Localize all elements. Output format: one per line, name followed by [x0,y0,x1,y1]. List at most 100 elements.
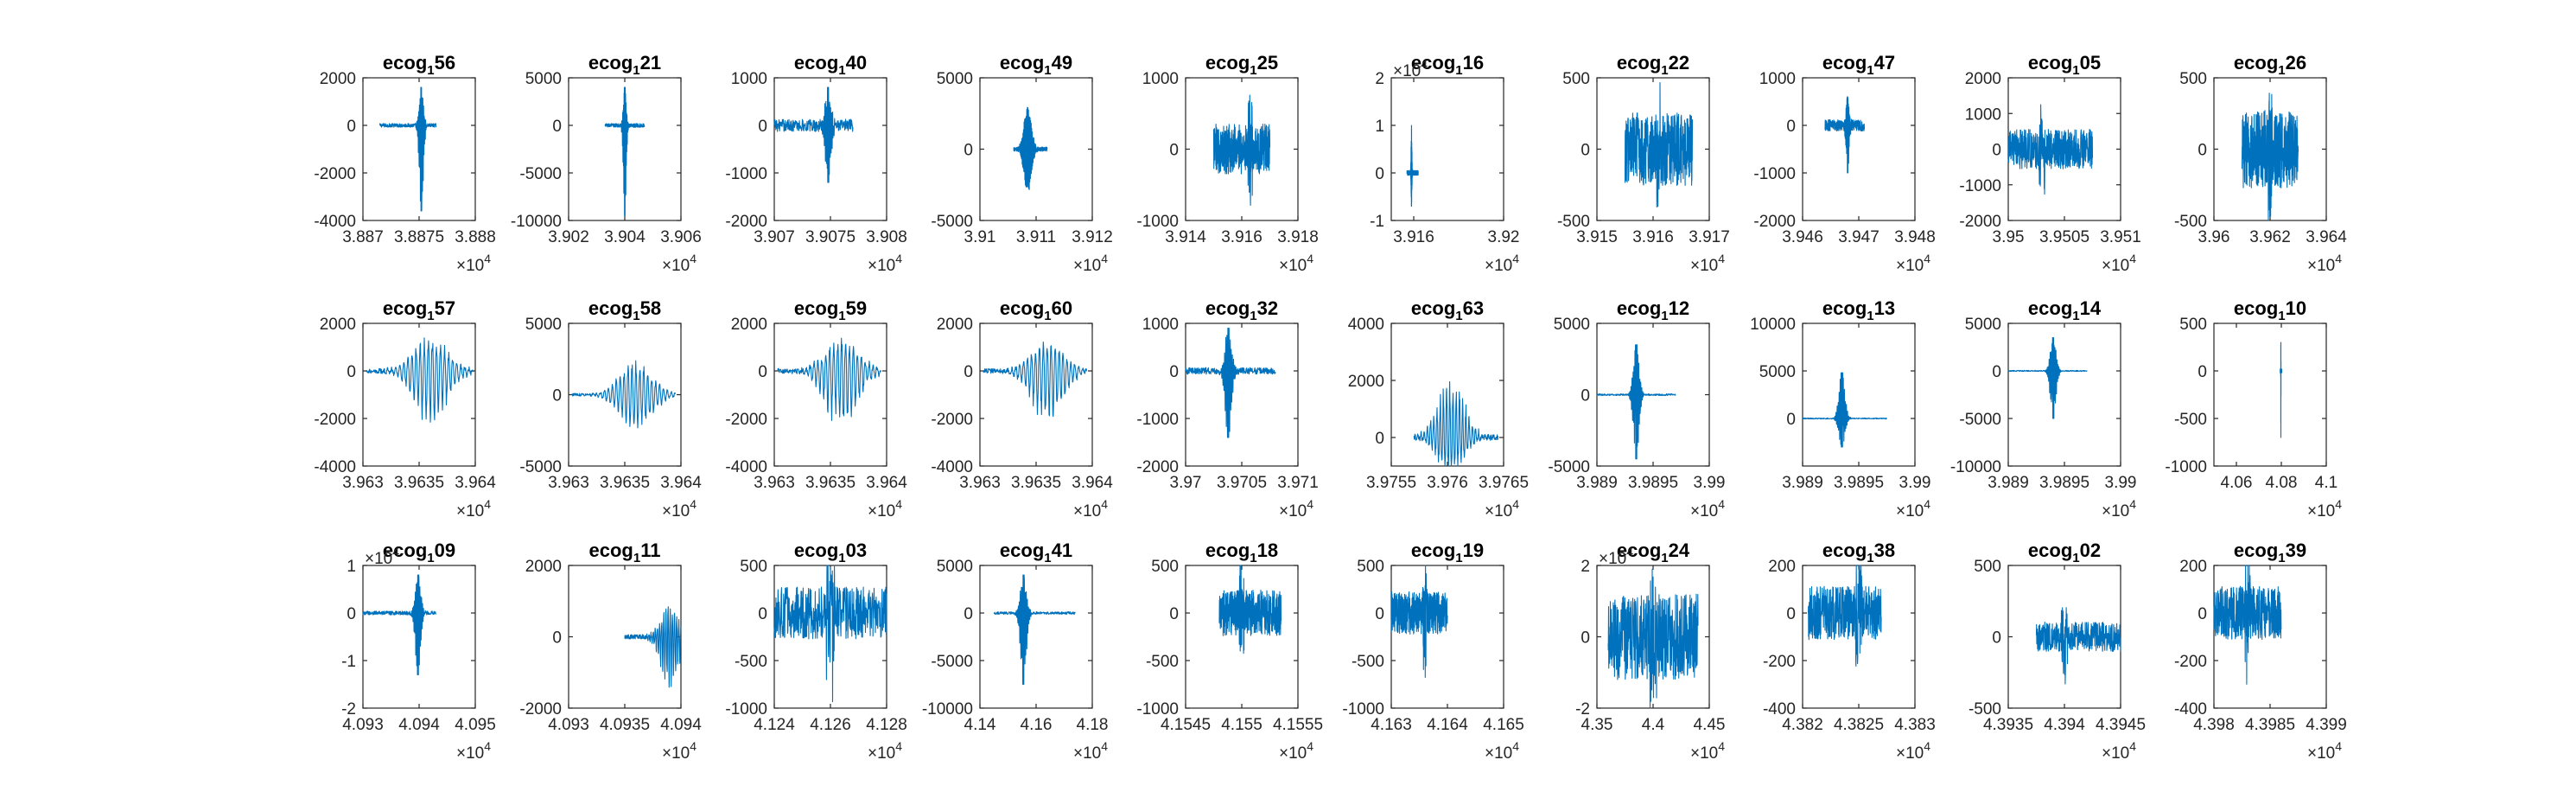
x-tick-label: 3.908 [866,228,907,246]
x-tick-label: 4.3935 [1983,716,2033,734]
y-tick-label: 0 [758,363,767,381]
x-tick-label: 3.948 [1894,228,1936,246]
x-tick-label: 4.399 [2306,716,2347,734]
x-tick-label: 3.963 [342,474,384,492]
x-tick-label: 4.1555 [1273,716,1323,734]
y-tick-label: 0 [1169,142,1179,160]
subplot-ecog-58: ecog158 3.963 3.9635 3.964 -5000 0 5000 ×104 [519,297,702,520]
y-exponent-label: ×104 [1599,545,1633,568]
y-tick-label: -500 [1146,653,1179,671]
signal-trace [1013,106,1048,190]
y-tick-label: -5000 [519,458,562,476]
signal-trace [366,337,474,423]
y-tick-label: -5000 [519,165,562,183]
x-tick-label: 3.91 [964,228,996,246]
x-tick-label: 3.9505 [2039,228,2089,246]
subplot-ecog-24: ecog124 4.35 4.4 4.45 -2 0 2 ×104 ×104 [1575,540,1725,763]
x-tick-label: 3.946 [1782,228,1823,246]
signal-trace [1607,568,1699,709]
y-tick-label: 2000 [1965,70,2001,88]
subplot-ecog-40: ecog140 3.907 3.9075 3.908 -2000 -1000 0 1000 ×1… [725,52,906,275]
signal-trace [362,574,436,676]
x-exponent-label: ×104 [1279,497,1313,520]
x-exponent-label: ×104 [2102,252,2136,275]
axes-box [1390,565,1504,709]
x-exponent-label: ×104 [1485,739,1519,763]
x-tick-label: 3.95 [1993,228,2025,246]
x-tick-label: 3.9635 [394,474,444,492]
signal-trace [2241,93,2299,221]
x-tick-label: 4.163 [1371,716,1412,734]
subplot-title: ecog109 [383,540,455,565]
y-tick-label: -200 [1763,653,1796,671]
y-tick-label: 1000 [731,70,767,88]
x-tick-label: 4.394 [2044,716,2085,734]
x-tick-label: 3.916 [1393,228,1434,246]
x-tick-label: 4.094 [660,716,702,734]
y-tick-label: -10000 [511,213,562,231]
subplot-ecog-25: ecog125 3.914 3.916 3.918 -1000 0 1000 ×104 [1136,52,1318,275]
y-tick-label: 1000 [1965,105,2001,124]
x-tick-label: 3.96 [2198,228,2230,246]
y-tick-label: 2000 [320,70,356,88]
y-tick-label: 0 [964,363,973,381]
subplot-title: ecog102 [2028,540,2101,565]
y-tick-label: -1000 [1959,177,2001,195]
subplot-ecog-59: ecog159 3.963 3.9635 3.964 -4000 -2000 0 2000 ×1… [725,297,907,520]
signal-trace [1802,372,1887,448]
x-tick-label: 3.9635 [1011,474,1061,492]
y-tick-label: -10000 [922,700,973,718]
subplot-title: ecog160 [1000,297,1072,323]
subplot-ecog-18: ecog118 4.1545 4.155 4.1555 -1000 -500 0 500 ×10… [1136,540,1323,763]
y-tick-label: 5000 [1759,363,1796,381]
axes-box [1390,77,1504,221]
x-tick-label: 3.8875 [394,228,444,246]
subplot-ecog-02: ecog102 4.3935 4.394 4.3945 -500 0 500 ×104 [1969,540,2146,763]
axes-box [362,322,476,467]
x-tick-label: 3.963 [754,474,795,492]
signal-trace [1390,565,1448,679]
x-tick-label: 3.9705 [1217,474,1267,492]
x-tick-label: 3.902 [548,228,589,246]
signal-trace [773,86,854,183]
x-tick-label: 4.14 [964,716,996,734]
x-tick-label: 3.9755 [1366,474,1416,492]
subplot-title: ecog132 [1205,297,1278,323]
x-tick-label: 3.976 [1427,474,1468,492]
signal-trace [1406,125,1419,208]
subplot-title: ecog111 [589,540,661,565]
y-tick-label: -400 [1763,700,1796,718]
x-tick-label: 3.964 [660,474,702,492]
y-tick-label: -2000 [725,213,767,231]
x-tick-label: 3.989 [1988,474,2029,492]
x-tick-label: 3.9765 [1479,474,1529,492]
x-exponent-label: ×104 [2102,497,2136,520]
subplot-ecog-39: ecog139 4.398 4.3985 4.399 -400 -200 0 200 ×104 [2174,540,2347,763]
x-tick-label: 3.917 [1689,228,1730,246]
y-tick-label: -1000 [2165,458,2207,476]
x-tick-label: 4.45 [1694,716,1726,734]
y-tick-label: 4000 [1348,316,1384,334]
y-tick-label: 5000 [937,558,973,576]
x-tick-label: 4.18 [1077,716,1109,734]
y-tick-label: -5000 [1959,411,2001,429]
subplot-ecog-38: ecog138 4.382 4.3825 4.383 -400 -200 0 200 ×104 [1763,540,1936,763]
y-tick-label: 1000 [1142,70,1179,88]
signal-trace [1624,81,1694,208]
subplot-ecog-22: ecog122 3.915 3.916 3.917 -500 0 500 ×104 [1557,52,1730,275]
y-tick-label: -2000 [931,411,973,429]
x-tick-label: 3.907 [754,228,795,246]
y-tick-label: 0 [552,118,562,136]
y-tick-label: 200 [2179,558,2207,576]
x-tick-label: 4.35 [1581,716,1613,734]
y-tick-label: -5000 [931,653,973,671]
y-tick-label: 0 [1992,629,2001,648]
y-tick-label: 0 [1992,363,2001,381]
x-tick-label: 4.165 [1483,716,1524,734]
y-tick-label: 5000 [525,70,562,88]
axes-box [979,322,1093,467]
x-tick-label: 4.398 [2193,716,2235,734]
y-tick-label: 500 [1974,558,2001,576]
x-exponent-label: ×104 [456,739,491,763]
x-exponent-label: ×104 [1279,739,1313,763]
